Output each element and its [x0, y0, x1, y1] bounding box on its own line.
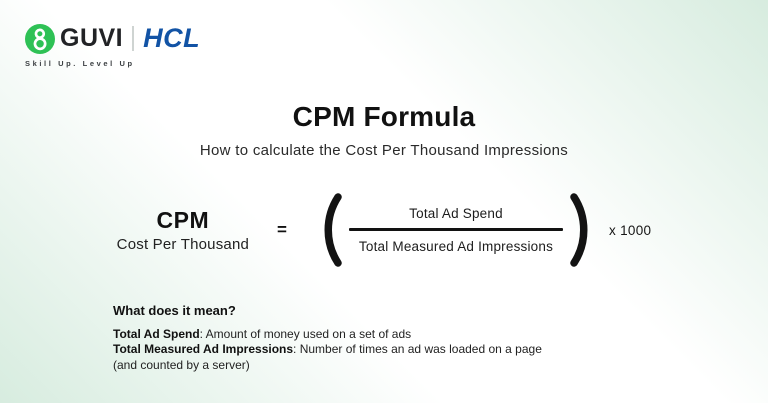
definition-description: : Number of times an ad was loaded on a … — [113, 342, 542, 372]
formula-numerator: Total Ad Spend — [409, 206, 503, 221]
open-paren-icon — [324, 193, 342, 267]
close-paren-icon — [570, 193, 588, 267]
brand-tagline: Skill Up. Level Up — [25, 59, 135, 68]
equals-sign: = — [277, 220, 287, 239]
formula-lhs-abbr: CPM — [156, 207, 210, 233]
formula-row: CPM Cost Per Thousand = Total Ad Spend T… — [0, 192, 768, 268]
brand-header: GUVI HCL Skill Up. Level Up — [25, 23, 200, 68]
page-title: CPM Formula — [292, 101, 476, 132]
definitions-block: What does it mean? Total Ad Spend: Amoun… — [113, 303, 558, 373]
definition-item: Total Ad Spend: Amount of money used on … — [113, 327, 558, 342]
definition-item: Total Measured Ad Impressions: Number of… — [113, 342, 558, 373]
formula-lhs: CPM Cost Per Thousand — [117, 207, 249, 253]
formula-lhs-full: Cost Per Thousand — [116, 236, 250, 253]
definitions-heading: What does it mean? — [113, 303, 236, 318]
page-subtitle: How to calculate the Cost Per Thousand I… — [199, 142, 569, 159]
logo-row: GUVI HCL — [25, 23, 200, 54]
fraction: Total Ad Spend Total Measured Ad Impress… — [348, 206, 563, 254]
title-block: CPM Formula How to calculate the Cost Pe… — [0, 101, 768, 159]
guvi-wordmark: GUVI — [60, 24, 124, 52]
logo-divider — [132, 26, 135, 51]
hcl-wordmark: HCL — [143, 23, 201, 53]
definition-term: Total Measured Ad Impressions — [113, 342, 294, 357]
guvi-logo-icon — [25, 23, 55, 54]
formula-denominator: Total Measured Ad Impressions — [358, 239, 554, 254]
fraction-bar — [348, 228, 563, 231]
definition-term: Total Ad Spend — [113, 327, 200, 341]
formula-multiplier: x 1000 — [608, 222, 652, 238]
definition-description: : Amount of money used on a set of ads — [199, 327, 412, 341]
